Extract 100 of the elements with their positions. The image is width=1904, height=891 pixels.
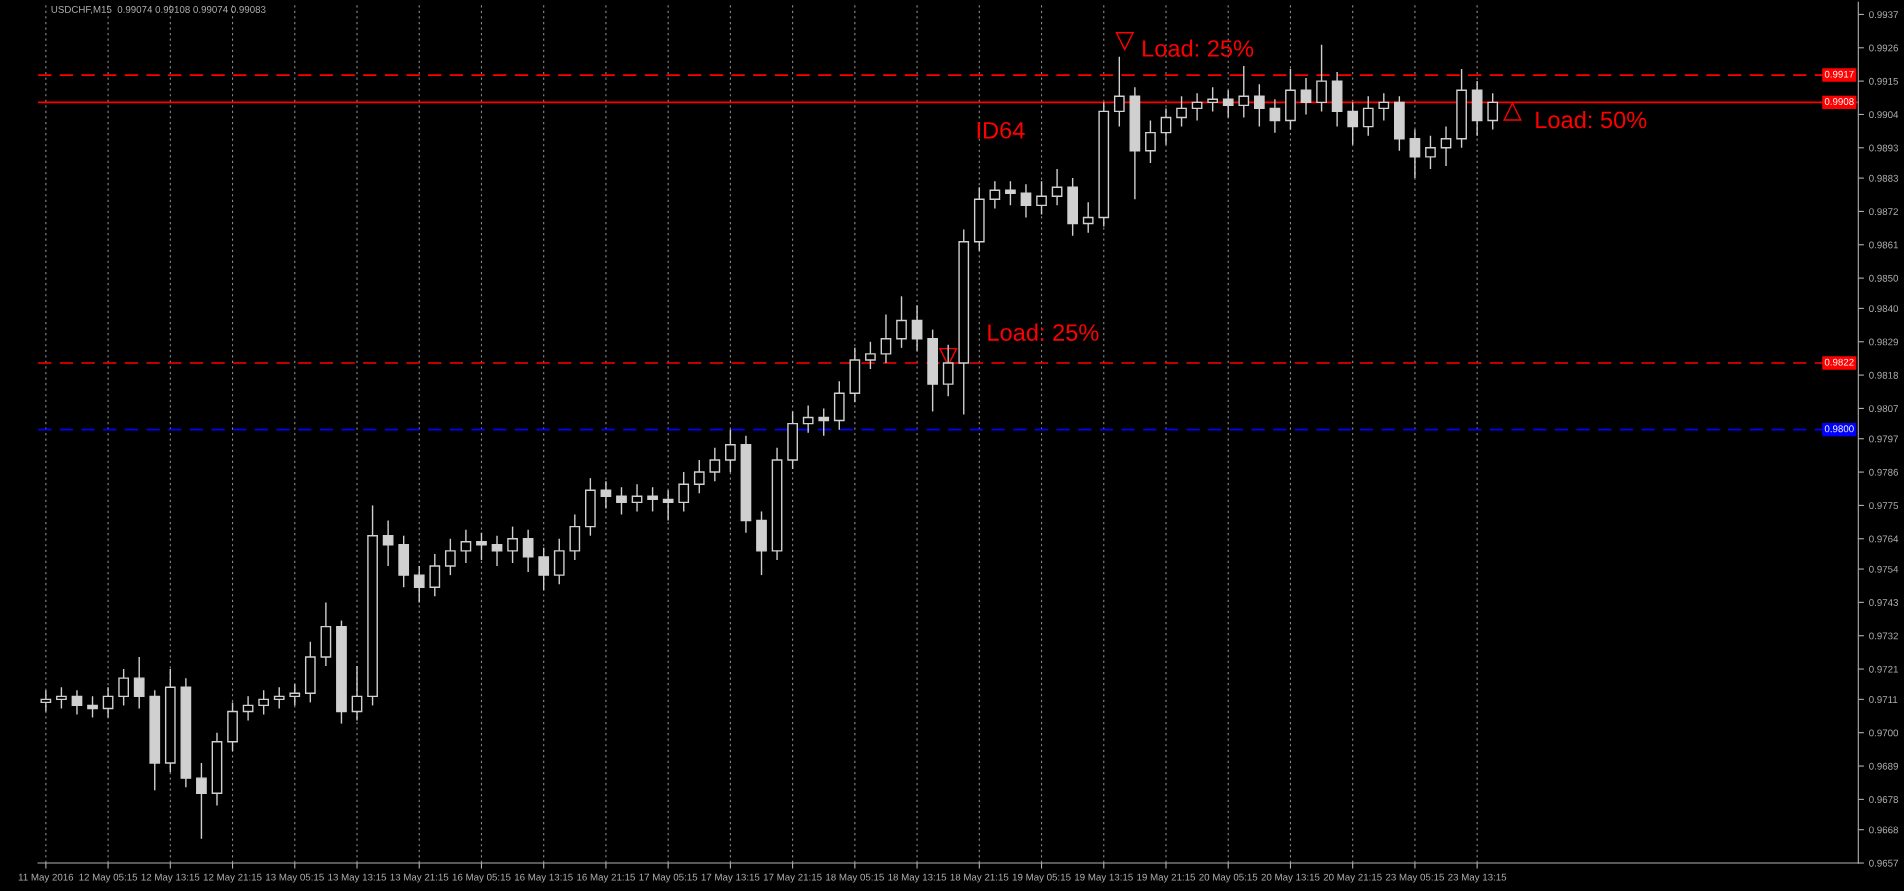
candlestick: [491, 535, 503, 567]
candlestick: [1176, 95, 1187, 128]
x-tick-label: 20 May 13:15: [1261, 873, 1320, 883]
candlestick: [1020, 183, 1032, 219]
candlestick: [989, 180, 1001, 210]
x-tick-label: 18 May 21:15: [950, 873, 1009, 883]
annotation: Load: 25%: [1143, 39, 1254, 57]
annotation: Load: 25%: [988, 323, 1099, 341]
candlestick: [678, 471, 690, 513]
candlestick: [133, 656, 145, 710]
candlestick: [118, 668, 130, 707]
y-tick-label: 0.9893: [1869, 144, 1899, 152]
candlestick: [1300, 77, 1312, 116]
x-tick-label: 16 May 05:15: [452, 873, 511, 883]
y-tick-label: 0.9754: [1869, 565, 1899, 573]
candlestick: [242, 695, 254, 722]
candlestick: [460, 528, 472, 564]
candlestick: [1036, 180, 1047, 216]
y-tick-label: 0.9689: [1869, 762, 1898, 770]
x-tick-label: 18 May 05:15: [826, 873, 884, 883]
candlestick: [382, 519, 394, 567]
x-tick-label: 18 May 13:15: [888, 873, 947, 883]
y-tick-label: 0.9732: [1869, 632, 1898, 640]
y-tick-label: 0.9829: [1869, 338, 1898, 346]
candlestick: [351, 665, 363, 722]
x-tick-label: 12 May 13:15: [141, 873, 200, 883]
x-tick-label: 13 May 05:15: [266, 873, 324, 883]
x-tick-label: 12 May 05:15: [79, 873, 138, 883]
candlestick: [1113, 56, 1125, 128]
x-tick-label: 20 May 21:15: [1323, 873, 1382, 883]
candlestick: [1487, 92, 1499, 131]
chart-title: USDCHF,M15 0.99074 0.99108 0.99074 0.99083: [51, 6, 266, 15]
candlestick: [1051, 168, 1063, 207]
y-tick-label: 0.9678: [1869, 796, 1899, 803]
y-tick-label: 0.9786: [1869, 468, 1899, 476]
y-tick-label: 0.9711: [1869, 696, 1898, 703]
candlestick: [1316, 44, 1327, 113]
candlestick: [429, 553, 441, 598]
candlestick: [1378, 92, 1390, 122]
candlestick: [273, 686, 285, 710]
candlestick: [1409, 128, 1421, 179]
candlestick: [911, 304, 923, 352]
candlestick: [476, 531, 487, 561]
candlestick: [1145, 119, 1156, 164]
x-tick-label: 11 May 2016: [18, 873, 74, 883]
candlestick: [413, 565, 425, 604]
ref-line-label: 0.9800: [1824, 425, 1854, 433]
x-tick-label: 23 May 13:15: [1448, 873, 1507, 883]
candlestick: [56, 686, 67, 710]
x-tick-label: 17 May 05:15: [639, 873, 698, 883]
candlestick: [289, 683, 301, 707]
candlestick: [818, 407, 830, 437]
y-tick-label: 0.9807: [1869, 405, 1898, 413]
annotation: ID64: [977, 121, 1025, 139]
candlestick: [444, 538, 456, 576]
candlestick: [600, 480, 612, 510]
y-tick-label: 0.9657: [1869, 859, 1898, 867]
ref-line-label: 0.9822: [1824, 358, 1854, 366]
x-tick-label: 16 May 21:15: [577, 873, 635, 883]
x-tick-label: 17 May 13:15: [701, 873, 760, 883]
candlestick: [647, 486, 658, 513]
y-tick-label: 0.9775: [1869, 502, 1899, 510]
y-tick-label: 0.9743: [1869, 599, 1899, 606]
y-tick-label: 0.9850: [1869, 274, 1899, 282]
candlestick: [865, 341, 876, 370]
y-tick-label: 0.9668: [1869, 826, 1899, 834]
candlestick: [87, 695, 98, 719]
x-tick-label: 17 May 21:15: [763, 873, 822, 883]
candlestick: [709, 447, 721, 482]
y-tick-label: 0.9926: [1869, 44, 1899, 52]
candlestick: [880, 313, 892, 364]
x-tick-label: 19 May 13:15: [1075, 873, 1133, 883]
candlestick: [1269, 98, 1281, 134]
x-tick-label: 13 May 21:15: [390, 873, 449, 883]
candlestick: [693, 459, 705, 494]
candlestick: [616, 486, 627, 516]
candlestick: [196, 762, 207, 840]
candlestick: [1222, 89, 1234, 119]
candlestick: [1207, 86, 1219, 113]
x-tick-label: 12 May 21:15: [203, 873, 262, 883]
candlestick: [507, 525, 518, 564]
y-tick-label: 0.9797: [1869, 435, 1898, 443]
x-tick-label: 19 May 21:15: [1137, 873, 1196, 883]
candlestick: [1362, 95, 1374, 137]
candlestick: [40, 689, 52, 713]
x-tick-label: 13 May 13:15: [328, 873, 387, 883]
y-tick-label: 0.9861: [1869, 241, 1898, 249]
x-tick-label: 23 May 05:15: [1385, 873, 1444, 883]
x-tick-label: 16 May 13:15: [514, 873, 573, 883]
x-tick-label: 20 May 05:15: [1199, 873, 1258, 883]
candlestick: [1347, 101, 1359, 146]
annotation: Load: 50%: [1536, 110, 1647, 129]
y-tick-label: 0.9915: [1869, 77, 1899, 85]
candlestick: [942, 344, 954, 397]
y-tick-label: 0.9872: [1869, 208, 1898, 216]
y-tick-label: 0.9904: [1869, 111, 1899, 119]
candlestick: [1238, 65, 1250, 119]
candlestick: [522, 528, 534, 573]
candlestick: [725, 428, 736, 473]
y-tick-label: 0.9818: [1869, 371, 1899, 379]
